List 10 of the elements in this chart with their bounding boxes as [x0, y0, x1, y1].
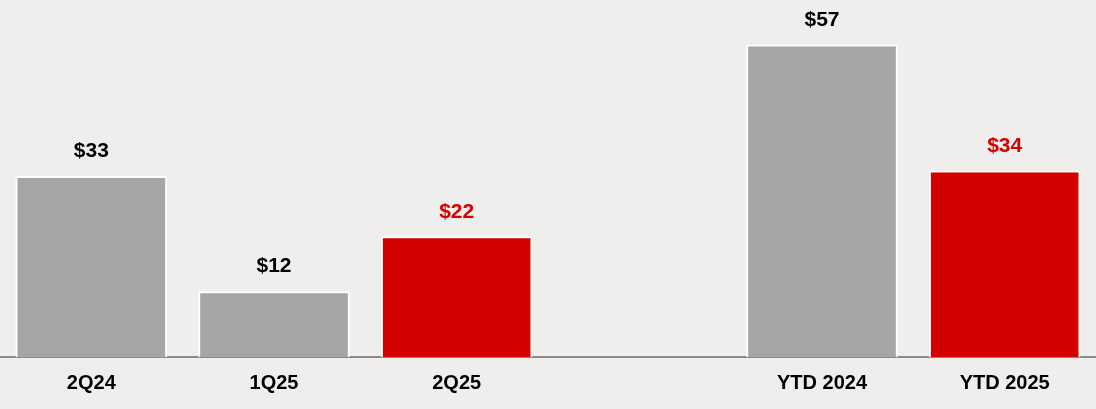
data-label: $12 — [256, 253, 292, 277]
data-label: $33 — [73, 138, 109, 162]
x-tick-label: 2Q25 — [432, 370, 482, 393]
data-label: $34 — [987, 132, 1023, 156]
x-tick-label: YTD 2024 — [776, 370, 868, 393]
x-tick-label: 2Q24 — [66, 370, 117, 393]
x-tick-label: YTD 2025 — [959, 370, 1050, 393]
data-label: $57 — [804, 6, 840, 30]
x-tick-label: 1Q25 — [249, 370, 299, 393]
data-label: $22 — [439, 198, 475, 222]
